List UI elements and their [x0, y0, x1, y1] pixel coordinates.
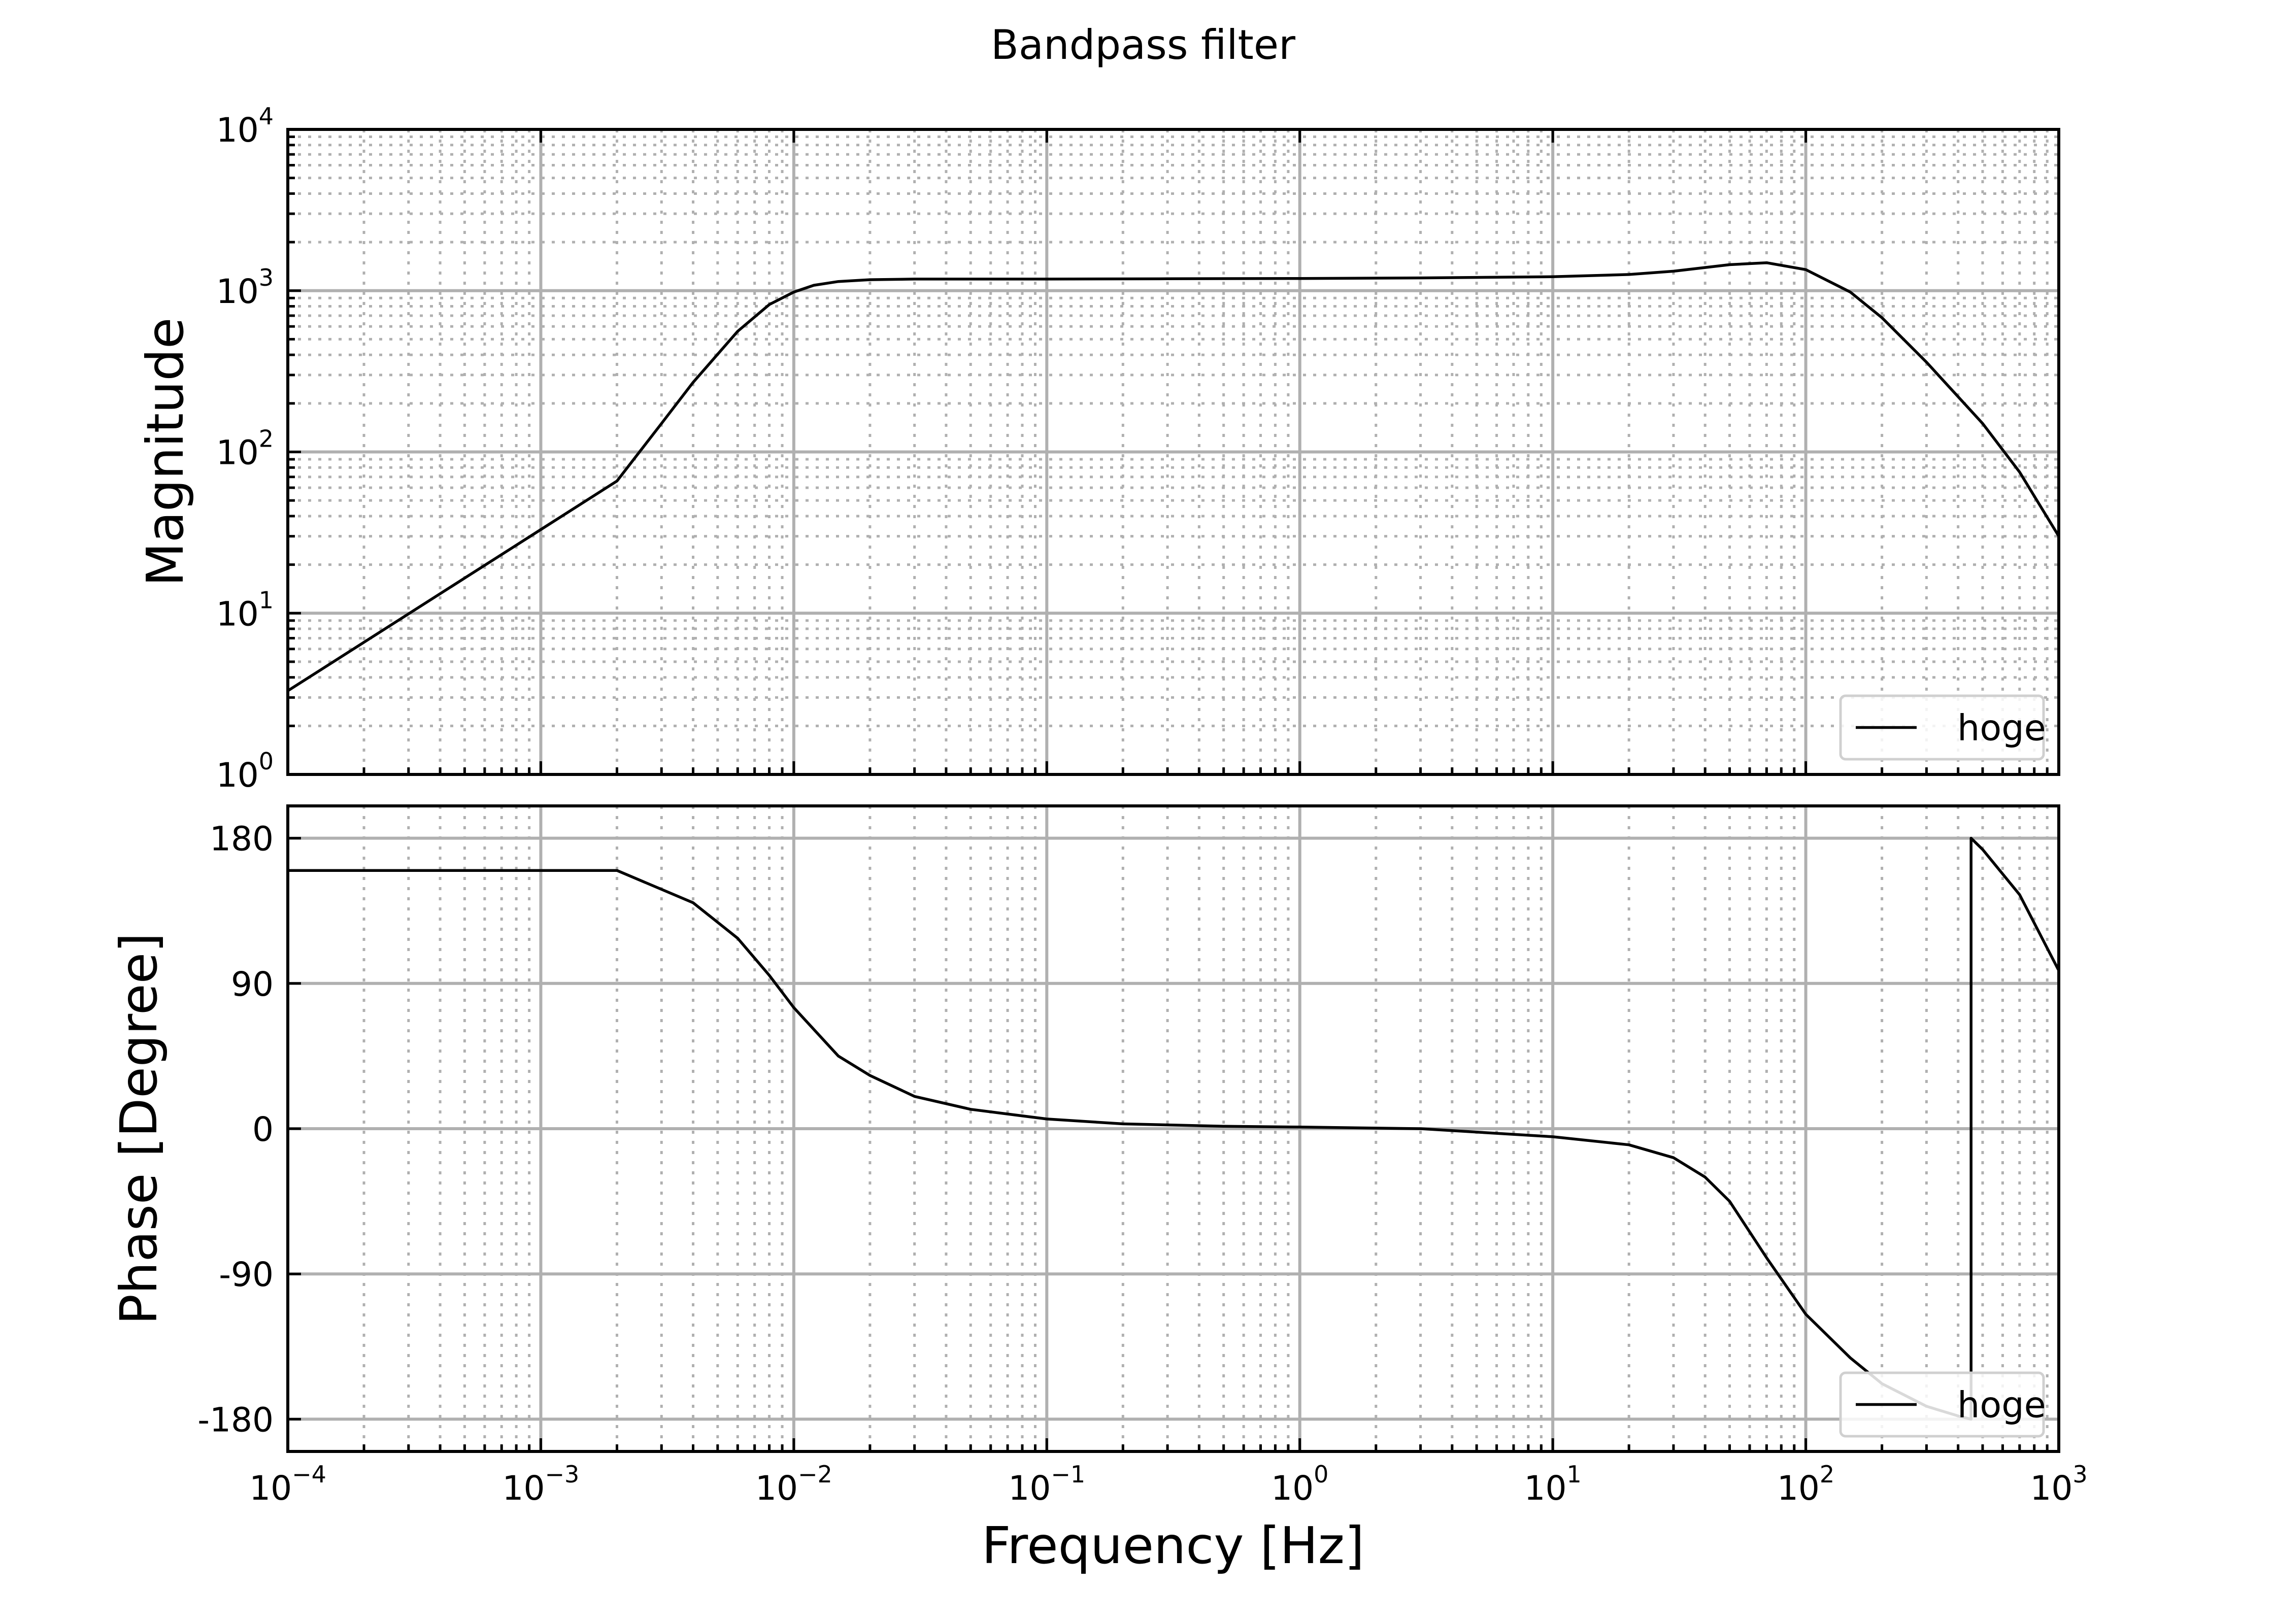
- phase-legend: hoge: [1839, 1371, 2046, 1438]
- magnitude-major-grid: [288, 129, 2059, 774]
- magnitude-y-tick-labels: 100 101 102 103 104: [216, 103, 274, 795]
- x-axis-label: Frequency [Hz]: [982, 1516, 1364, 1575]
- phase-legend-label: hoge: [1957, 1384, 2046, 1426]
- magnitude-series-line: [287, 261, 2060, 692]
- phase-legend-box: [1839, 1371, 2045, 1438]
- x-axis-tick-labels: 10−4 10−3 10−2 10−1 100 101 102 103: [249, 1461, 2088, 1508]
- chart-title: Bandpass filter: [991, 21, 1295, 69]
- magnitude-axes-frame: [286, 128, 2060, 776]
- y-tick-label: 102: [216, 425, 274, 472]
- phase-minor-grid: [362, 806, 2049, 1451]
- x-tick-label: 102: [1777, 1461, 1834, 1508]
- phase-major-grid: [288, 806, 2059, 1451]
- y-tick-label: 0: [252, 1110, 274, 1149]
- magnitude-y-axis-label: Magnitude: [136, 318, 195, 587]
- x-tick-label: 10−4: [249, 1461, 326, 1508]
- x-tick-label: 10−2: [755, 1461, 832, 1508]
- phase-panel: -180 -90 0 90 180 Phase [Degree] hoge: [109, 804, 2060, 1453]
- x-tick-label: 10−3: [503, 1461, 580, 1508]
- y-tick-label: -180: [197, 1400, 274, 1439]
- y-tick-label: 104: [216, 103, 274, 150]
- magnitude-legend-label: hoge: [1957, 707, 2046, 749]
- y-tick-label: 103: [216, 264, 274, 311]
- y-tick-label: -90: [219, 1255, 274, 1294]
- magnitude-minor-grid: [288, 129, 2059, 774]
- x-tick-label: 101: [1524, 1461, 1582, 1508]
- magnitude-legend: hoge: [1839, 694, 2046, 761]
- magnitude-panel: 100 101 102 103 104 Magnitude hoge: [136, 103, 2060, 795]
- phase-axes-frame: [286, 804, 2060, 1453]
- y-tick-label: 100: [216, 748, 274, 795]
- x-tick-label: 103: [2030, 1461, 2087, 1508]
- phase-y-axis-label: Phase [Degree]: [109, 933, 169, 1325]
- magnitude-legend-box: [1839, 694, 2045, 761]
- x-tick-label: 10−1: [1008, 1461, 1085, 1508]
- y-tick-label: 101: [216, 586, 274, 633]
- phase-y-tick-labels: -180 -90 0 90 180: [197, 820, 274, 1440]
- x-tick-label: 100: [1271, 1461, 1328, 1508]
- y-tick-label: 90: [231, 965, 274, 1004]
- y-tick-label: 180: [210, 820, 274, 859]
